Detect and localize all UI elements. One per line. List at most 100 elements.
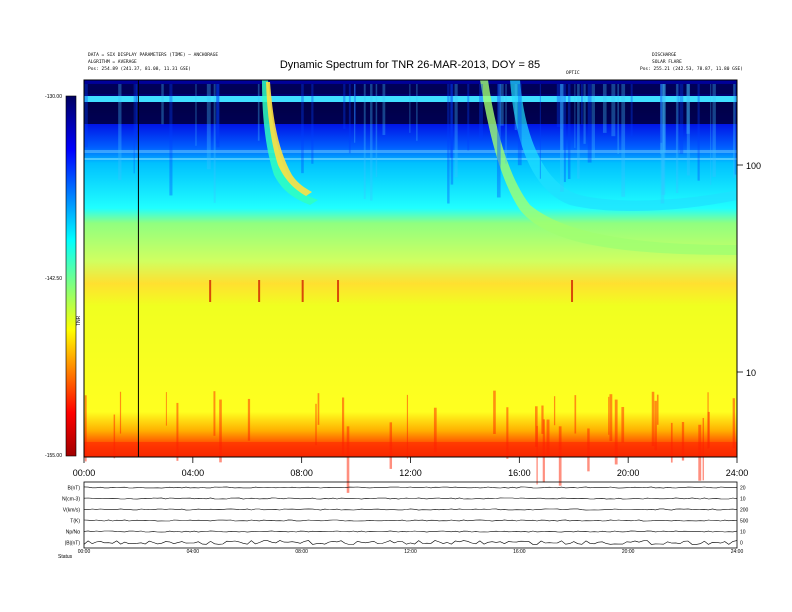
- spectral-streak: [169, 84, 173, 196]
- low-frequency-spike: [546, 419, 550, 456]
- low-frequency-spike: [119, 391, 122, 434]
- spectral-streak: [409, 84, 411, 133]
- spectral-streak: [416, 84, 418, 141]
- spectral-streak: [382, 84, 386, 136]
- panel-label: V(km/s): [63, 508, 81, 514]
- colorbar-tick-bottom: -155.00: [45, 453, 62, 459]
- spectral-streak: [499, 84, 504, 126]
- spectral-streak: [213, 84, 216, 203]
- low-frequency-spike: [219, 399, 222, 463]
- panel-x-tick-label: 20:00: [622, 549, 635, 555]
- colorbar-tick-mid: -142.50: [45, 276, 62, 282]
- spectral-streak: [353, 84, 356, 143]
- spectral-streak: [134, 84, 137, 137]
- solar-wind-panels: B(nT) 20 N(cm-3) 10 V(km/s) 200 T(K) 500 Np/Nα 10…: [62, 481, 749, 555]
- cyan-line-low: [84, 158, 737, 160]
- low-frequency-spike: [176, 402, 179, 461]
- low-frequency-spike: [707, 411, 710, 448]
- low-frequency-spike: [247, 398, 251, 441]
- spectral-streak: [467, 84, 470, 151]
- spectral-streak: [353, 84, 356, 125]
- low-frequency-spike: [656, 394, 659, 425]
- spectral-streak: [663, 84, 666, 153]
- spectral-streak: [560, 84, 564, 129]
- spectral-streak: [733, 84, 736, 178]
- spectral-streak: [216, 84, 220, 148]
- panel-trace: [83, 497, 738, 500]
- dark-band: [84, 102, 737, 124]
- spectral-streak: [686, 84, 690, 134]
- cyan-line-mid: [84, 150, 737, 153]
- low-frequency-spike: [84, 395, 87, 462]
- spectral-streak: [118, 84, 122, 181]
- panel-trace: [83, 519, 738, 522]
- spectral-streak: [660, 84, 663, 143]
- spectral-streak: [450, 84, 453, 158]
- panel-right-tick: 500: [740, 519, 749, 525]
- spectral-streak: [257, 84, 260, 141]
- spectral-streak: [567, 84, 571, 180]
- low-frequency-spike: [614, 399, 618, 465]
- panel-trace: [83, 508, 738, 511]
- cyan-line-top: [84, 96, 737, 102]
- spectral-streak: [560, 84, 563, 151]
- low-frequency-spike: [681, 422, 685, 461]
- spectral-streak: [505, 84, 507, 164]
- panel-right-tick: 10: [740, 530, 746, 536]
- spectral-streak: [216, 84, 220, 144]
- header-left-line1: DATA = SIX DISPLAY PARAMETERS (TIME) – A…: [88, 52, 218, 58]
- spectral-streak: [563, 84, 566, 183]
- low-frequency-spike: [707, 392, 709, 449]
- low-frequency-spike: [698, 424, 702, 481]
- spectral-streak: [454, 84, 458, 178]
- spectral-streak: [517, 84, 522, 166]
- mid-frequency-spike: [301, 280, 304, 302]
- spectral-streak: [206, 84, 211, 170]
- low-frequency-spike: [113, 414, 116, 459]
- panel-label: B(nT): [68, 486, 81, 492]
- spectral-streak: [583, 84, 586, 144]
- mid-frequency-spike: [337, 280, 340, 302]
- panel-right-tick: 200: [740, 508, 749, 514]
- spectral-streak: [450, 84, 454, 185]
- panel-label: Np/Nα: [66, 530, 80, 536]
- low-frequency-spike: [493, 390, 496, 434]
- panel-label: |B|(nT): [65, 541, 80, 547]
- low-frequency-spike: [651, 391, 655, 447]
- mid-frequency-spike: [209, 280, 212, 302]
- x-tick-label: 00:00: [73, 468, 96, 478]
- burst-1-envelope: [262, 80, 318, 205]
- spectral-streak: [161, 84, 164, 125]
- spectral-streak: [514, 84, 517, 131]
- low-frequency-spike: [553, 396, 556, 426]
- low-frequency-spike: [317, 393, 320, 425]
- spectral-streak: [660, 84, 662, 154]
- panel-right-tick: 20: [740, 486, 746, 492]
- panels-footer-label: Status: [58, 554, 73, 560]
- low-frequency-spike: [536, 425, 538, 485]
- spectral-streak: [675, 84, 679, 194]
- low-frequency-spike: [506, 407, 509, 459]
- spectral-streak: [660, 84, 665, 204]
- spectral-streak: [133, 84, 135, 174]
- low-frequency-spike: [213, 391, 216, 436]
- spectral-streak: [581, 84, 583, 125]
- panel-trace: [83, 486, 738, 489]
- panel-x-tick-label: 16:00: [513, 549, 526, 555]
- panels-frame: [83, 481, 738, 549]
- y-tick-100: 100: [746, 161, 761, 171]
- low-frequency-spike: [542, 419, 545, 483]
- spectral-streak: [496, 84, 501, 198]
- spectral-streak: [630, 84, 633, 137]
- spectral-streak: [375, 84, 378, 178]
- spectral-streak: [560, 84, 564, 192]
- panel-label: N(cm-3): [62, 497, 80, 503]
- header-right-line3: Pos: 255.21 (242.53, 78.87, 11.80 GSE): [640, 66, 743, 72]
- spectral-streak: [539, 84, 541, 179]
- spectral-streak: [677, 84, 679, 154]
- panel-right-tick: 10: [740, 497, 746, 503]
- low-frequency-spike: [558, 426, 562, 486]
- low-frequency-spike: [433, 407, 437, 453]
- burst-1-core: [266, 82, 312, 196]
